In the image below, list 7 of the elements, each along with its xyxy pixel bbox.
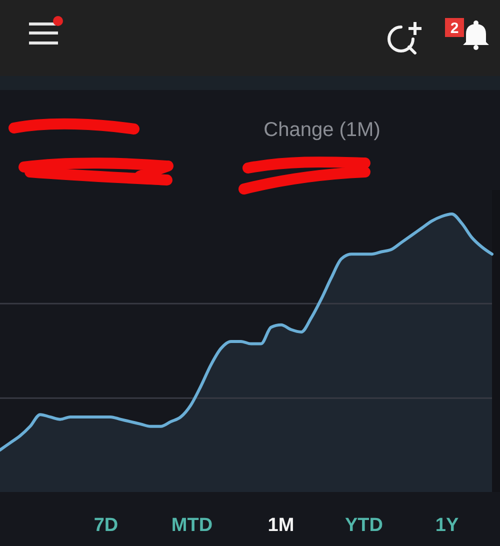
text: 1Y: [435, 515, 459, 536]
text: Change (1M): [264, 119, 380, 141]
badge: 2: [445, 18, 464, 37]
text: 7D: [94, 515, 118, 536]
text: YTD: [345, 515, 383, 536]
text: MTD: [171, 515, 213, 536]
text: 1M: [268, 515, 294, 536]
